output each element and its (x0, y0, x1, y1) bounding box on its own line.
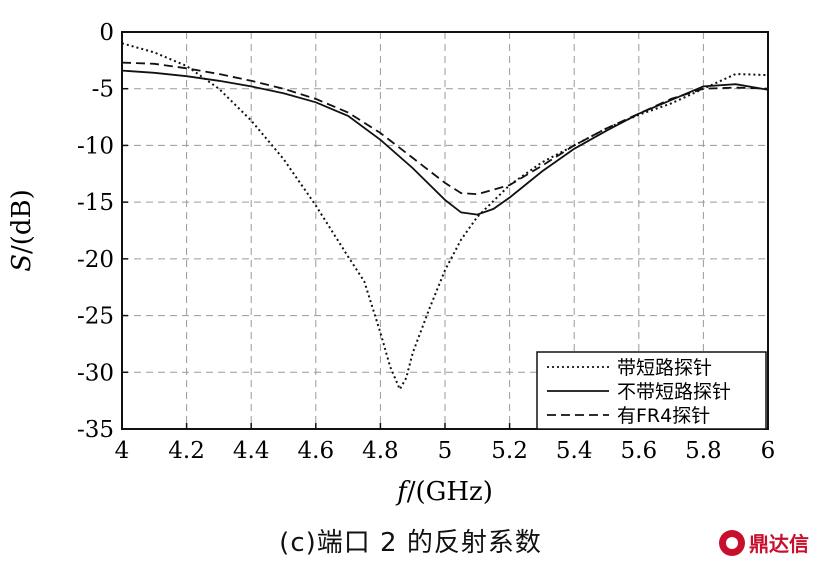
y-tick-label: -20 (77, 247, 114, 273)
y-axis-label-unit: /(dB) (7, 189, 37, 254)
y-tick-label: -30 (77, 360, 114, 386)
y-tick-label: -10 (77, 133, 114, 159)
y-axis-label-symbol: S (7, 254, 37, 272)
y-axis-label: S/(dB) (7, 189, 37, 272)
y-tick-label: 0 (99, 20, 114, 46)
x-tick-label: 4 (115, 438, 130, 464)
x-tick-label: 5 (438, 438, 453, 464)
x-tick-label: 5.8 (685, 438, 722, 464)
figure-caption: (c)端口 2 的反射系数 (279, 528, 542, 558)
x-tick-label: 5.2 (491, 438, 528, 464)
x-tick-label: 5.6 (621, 438, 658, 464)
watermark-text: 鼎达信 (749, 532, 809, 556)
x-tick-label: 4.4 (233, 438, 270, 464)
series-line-3 (121, 61, 769, 196)
watermark-logo-icon (719, 529, 745, 556)
y-tick-label: -35 (77, 417, 114, 443)
x-axis-label: f/(GHz) (395, 477, 493, 507)
x-tick-label: 6 (761, 438, 776, 464)
legend-label-2: 不带短路探针 (617, 381, 731, 403)
watermark: 鼎达信 (719, 528, 809, 557)
x-tick-label: 4.6 (298, 438, 335, 464)
x-tick-label: 5.4 (556, 438, 593, 464)
x-tick-label: 4.8 (362, 438, 399, 464)
x-axis-label-unit: /(GHz) (407, 477, 493, 507)
legend-label-3: 有FR4探针 (617, 405, 710, 427)
series-layer (121, 42, 769, 392)
tick-layer: 4 4.2 4.4 4.6 4.8 5 5.2 5.4 5.6 5.8 6 0 -5 -10 -15 -20 -… (77, 20, 775, 464)
legend-label-1: 带短路探针 (617, 357, 712, 379)
y-tick-label: -15 (77, 190, 114, 216)
y-tick-label: -5 (92, 77, 114, 103)
x-tick-label: 4.2 (168, 438, 205, 464)
y-tick-label: -25 (77, 304, 114, 330)
